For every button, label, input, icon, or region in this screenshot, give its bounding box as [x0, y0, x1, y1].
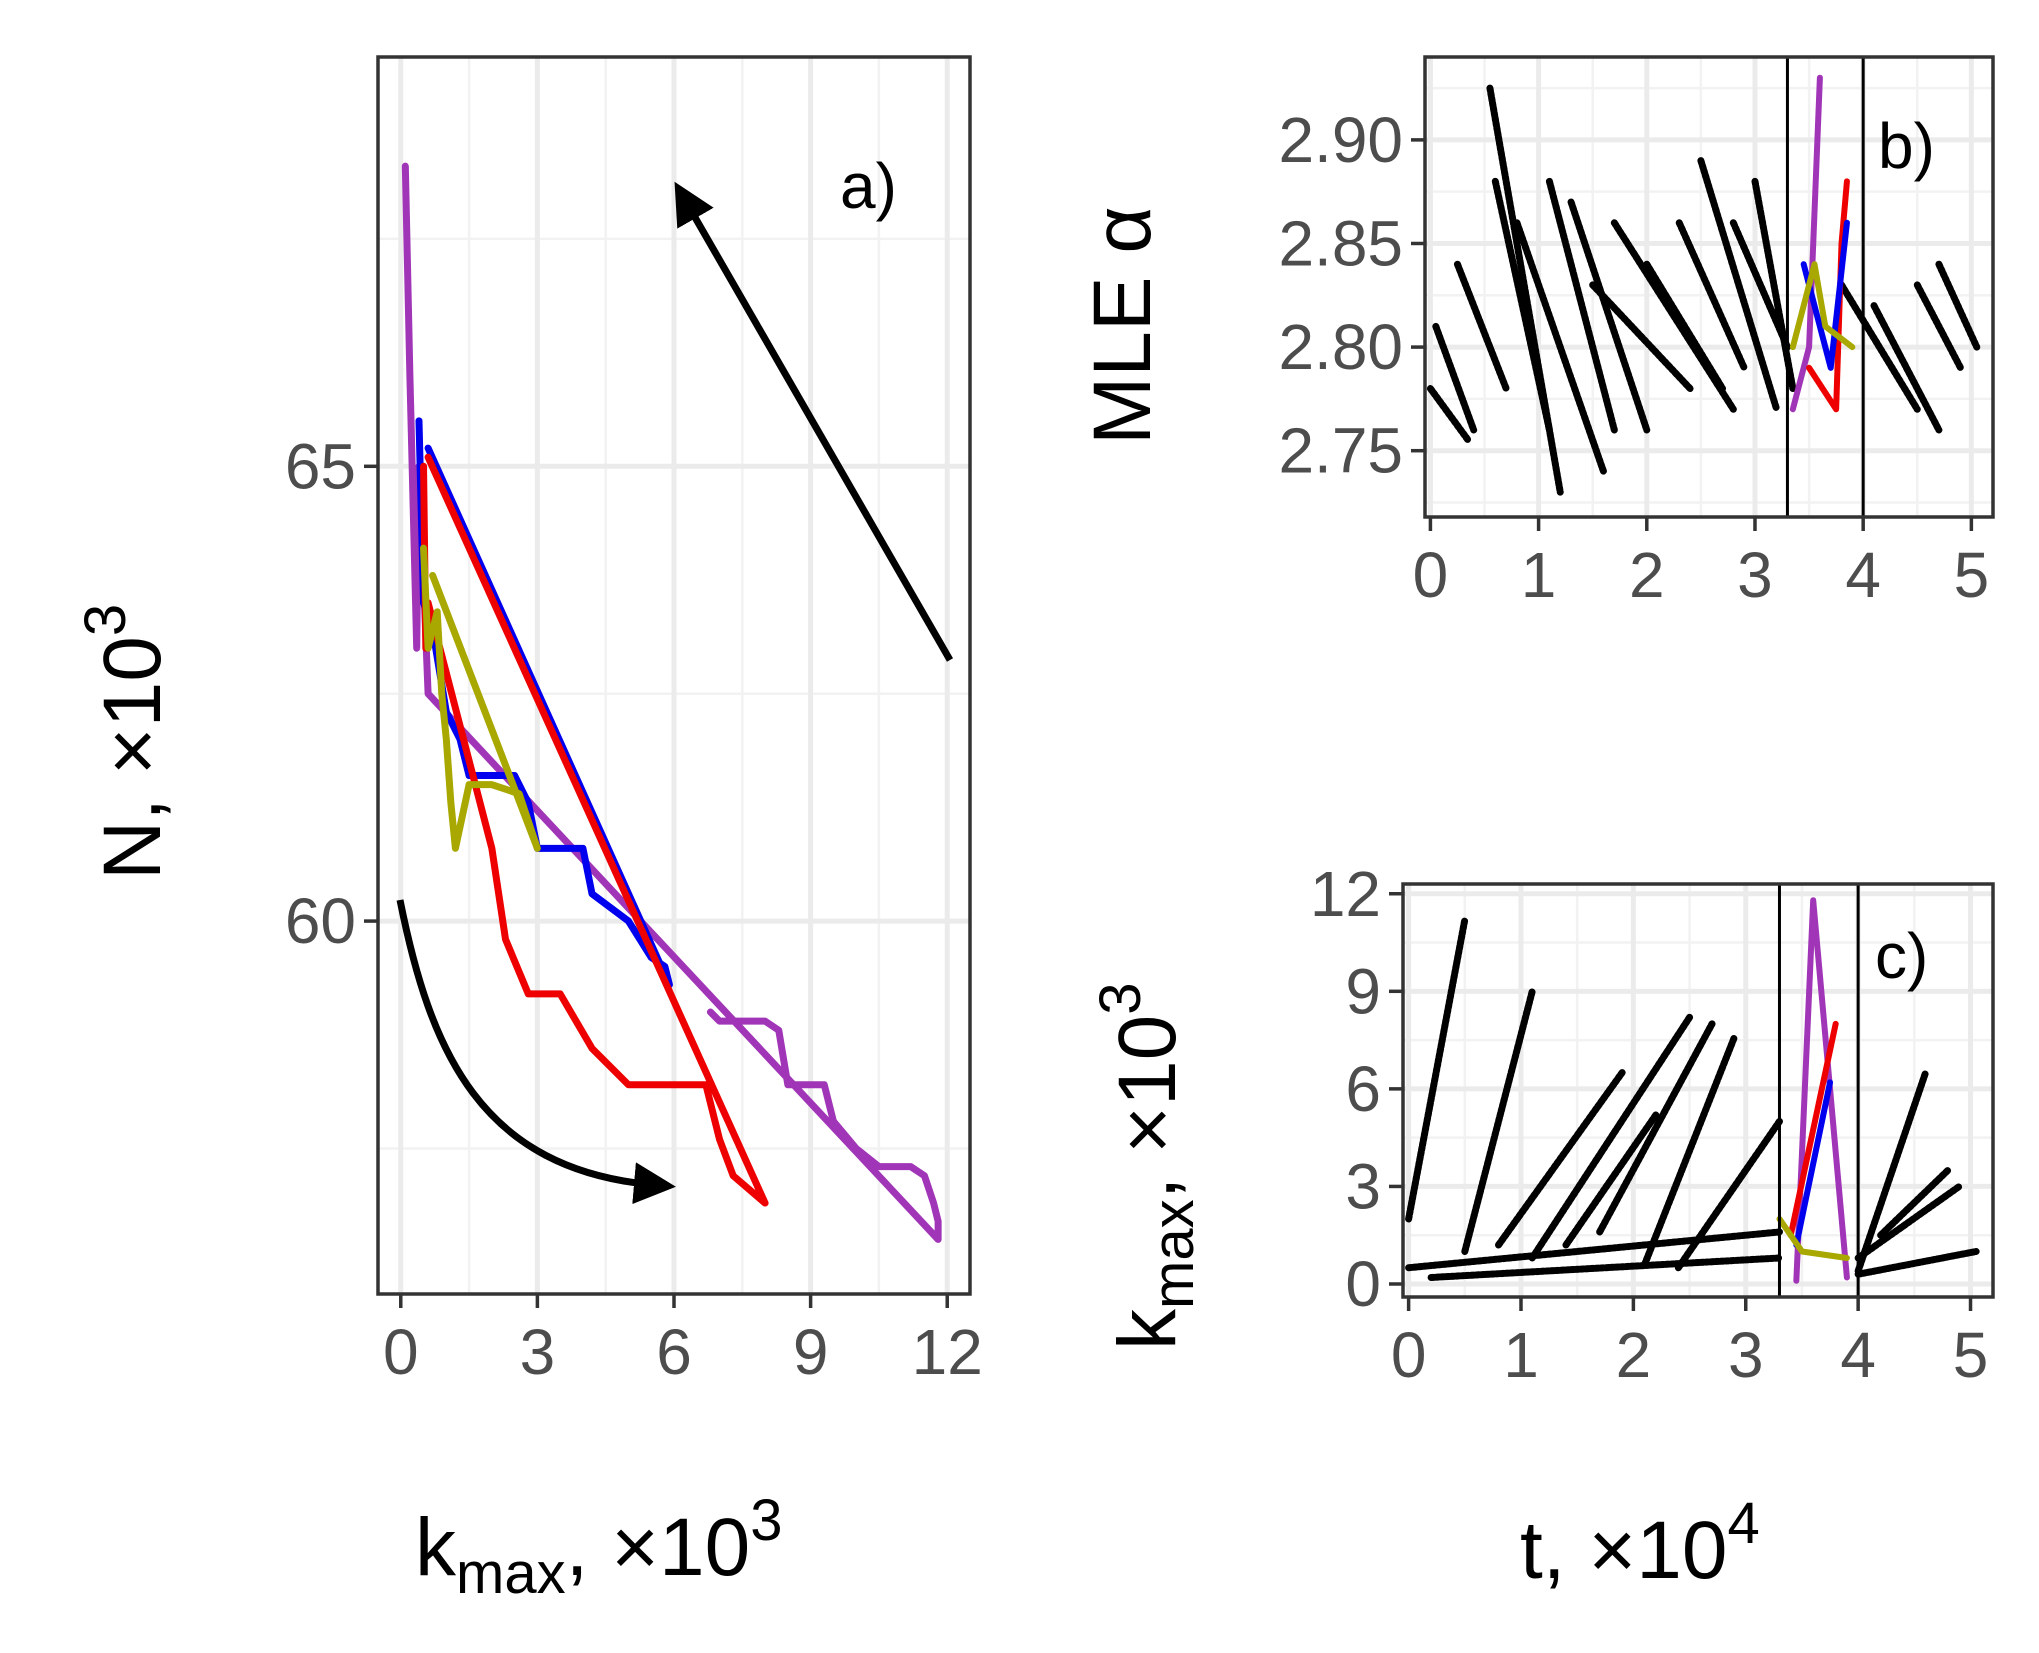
panel-a-x-title: kmax, ×103 — [415, 1488, 783, 1606]
x-tick-label: 4 — [1840, 1319, 1876, 1391]
panel-b-tag: b) — [1878, 110, 1935, 182]
series-black-segment — [1854, 1247, 1980, 1278]
panel-c-tag: c) — [1875, 920, 1928, 992]
series-black-segment — [1589, 281, 1694, 393]
series-red-line — [1787, 1020, 1839, 1239]
series-purple-line — [401, 162, 942, 1243]
x-tick-label: 4 — [1845, 539, 1881, 611]
x-tick-label: 9 — [793, 1316, 829, 1388]
series-black-segment — [1854, 1182, 1963, 1262]
series-olive-line — [1789, 261, 1856, 351]
panel-c-vlines — [1777, 884, 1860, 1297]
series-black-segment — [1935, 260, 1981, 351]
y-tick-label: 0 — [1345, 1248, 1381, 1320]
x-tick-label: 5 — [1953, 1319, 1989, 1391]
panel-a-tag: a) — [840, 150, 897, 222]
series-black-segment — [1528, 1013, 1694, 1262]
series-black-segment — [1427, 1254, 1783, 1281]
series-purple-line — [1789, 74, 1823, 413]
y-tick-label: 3 — [1345, 1150, 1381, 1222]
y-tick-label: 2.85 — [1278, 207, 1403, 279]
x-tick-label: 1 — [1503, 1319, 1539, 1391]
series-black-segment — [1426, 385, 1472, 444]
series-black-segment — [1877, 1166, 1952, 1239]
series-blue-line — [1793, 1079, 1834, 1248]
series-black-segment — [1567, 198, 1651, 434]
series-black-segment — [1596, 1020, 1716, 1236]
panel-b: 0 1 2 3 4 5 2.75 2.80 2.85 2.90 b) MLE α — [1077, 55, 1995, 611]
x-tick-label: 12 — [912, 1316, 983, 1388]
y-tick-label: 2.90 — [1278, 104, 1403, 176]
panel-a-grid — [378, 57, 970, 1294]
series-black-segment — [1870, 302, 1943, 434]
panel-b-series — [1426, 74, 1981, 496]
series-black-segment — [1495, 1069, 1626, 1249]
panel-b-vlines — [1785, 57, 1865, 517]
y-tick-label: 60 — [285, 885, 356, 957]
x-tick-label: 0 — [1391, 1319, 1427, 1391]
panel-c-series — [1405, 897, 1980, 1284]
y-tick-label: 2.80 — [1278, 311, 1403, 383]
series-black-segment — [1838, 281, 1921, 413]
x-tick-label: 3 — [520, 1316, 556, 1388]
panel-c-y-title: kmax, ×103 — [1088, 982, 1206, 1350]
series-red-line — [1806, 178, 1850, 413]
annotation-arrow-up-left — [674, 181, 954, 662]
series-olive-line — [420, 544, 541, 852]
x-tick-label: 6 — [656, 1316, 692, 1388]
series-black-segment — [1697, 157, 1781, 413]
series-black-segment — [1513, 219, 1608, 475]
series-black-segment — [1405, 916, 1469, 1223]
x-tick-label: 1 — [1521, 539, 1557, 611]
y-tick-label: 12 — [1310, 858, 1381, 930]
y-tick-label: 65 — [285, 430, 356, 502]
series-black-segment — [1641, 1033, 1739, 1268]
panel-a: 0 3 6 9 12 60 65 a) kmax, ×103 N, ×103 — [73, 55, 983, 1606]
x-tick-label: 3 — [1737, 539, 1773, 611]
series-purple-line — [1793, 897, 1850, 1284]
series-black-segment — [1453, 260, 1510, 393]
series-black-segment — [1461, 987, 1536, 1255]
series-black-segment — [1675, 219, 1748, 372]
series-black-segment — [1432, 322, 1478, 434]
x-tick-label: 3 — [1728, 1319, 1764, 1391]
annotation-arrow-curved-right — [396, 899, 676, 1205]
panel-c-x-title: t, ×104 — [1520, 1491, 1760, 1596]
series-black-segment — [1545, 177, 1618, 434]
series-black-segment — [1854, 1069, 1930, 1275]
panel-b-ticks: 0 1 2 3 4 5 2.75 2.80 2.85 2.90 — [1278, 104, 1989, 611]
series-black-segment — [1562, 1111, 1660, 1249]
y-tick-label: 6 — [1345, 1053, 1381, 1125]
series-olive-line — [1776, 1215, 1850, 1261]
y-tick-label: 2.75 — [1278, 415, 1403, 487]
panel-b-y-title: MLE α — [1077, 206, 1168, 445]
series-black-segment — [1405, 1228, 1783, 1272]
x-tick-label: 0 — [1413, 539, 1449, 611]
series-black-segment — [1491, 177, 1553, 434]
series-blue-line — [1800, 219, 1850, 371]
y-tick-label: 9 — [1345, 955, 1381, 1027]
series-black-segment — [1674, 1117, 1783, 1272]
x-tick-label: 2 — [1629, 539, 1665, 611]
x-tick-label: 5 — [1954, 539, 1990, 611]
panel-a-y-title: N, ×103 — [73, 604, 178, 880]
series-black-segment — [1913, 281, 1965, 372]
x-tick-label: 2 — [1616, 1319, 1652, 1391]
panel-b-frame — [1423, 55, 1995, 519]
series-black-segment — [1643, 260, 1727, 393]
x-tick-label: 0 — [383, 1316, 419, 1388]
panel-a-ticks: 0 3 6 9 12 60 65 — [285, 430, 983, 1388]
panel-a-series — [401, 162, 942, 1243]
